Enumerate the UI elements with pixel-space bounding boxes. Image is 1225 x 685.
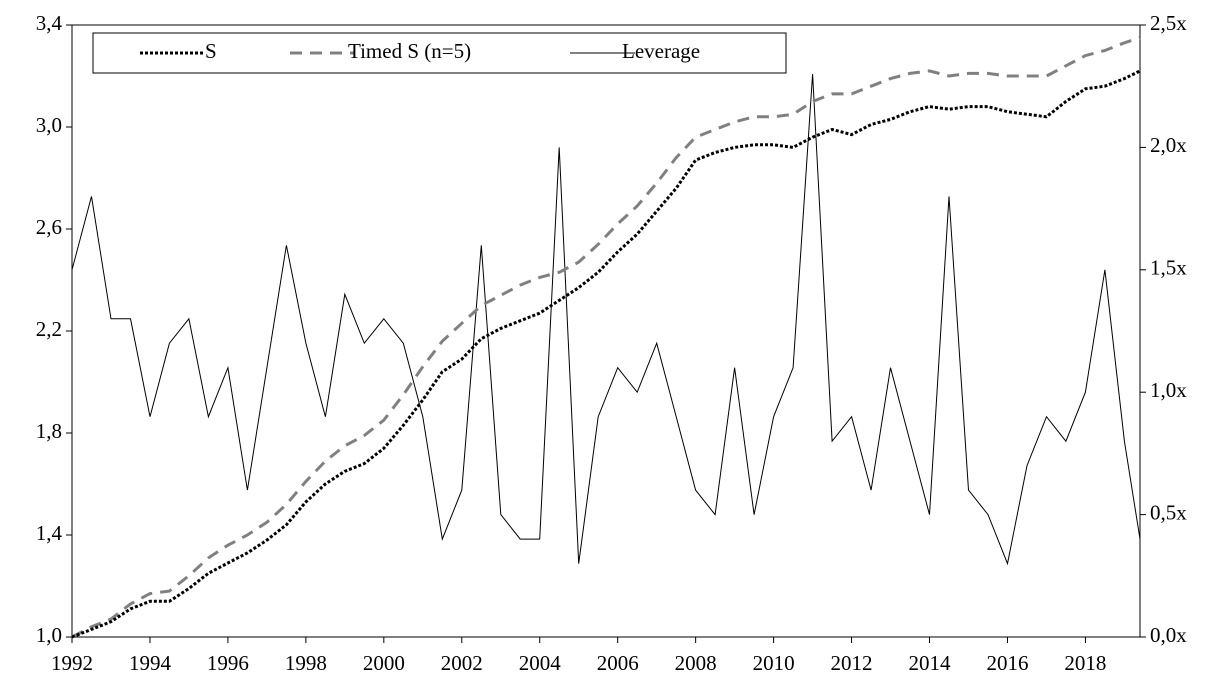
y2-tick-label: 1,5x	[1150, 256, 1187, 280]
series-line	[71, 73, 1141, 566]
y-tick-label: 3,4	[36, 11, 63, 35]
y-tick-label: 2,2	[36, 317, 62, 341]
x-tick-label: 2006	[597, 651, 639, 675]
x-tick-label: 2002	[441, 651, 483, 675]
legend-label: Leverage	[622, 39, 700, 63]
y-tick-label: 1,0	[36, 623, 62, 647]
x-tick-label: 2008	[675, 651, 717, 675]
x-tick-label: 2018	[1064, 651, 1106, 675]
plot-frame	[71, 24, 1141, 638]
legend-box	[92, 32, 787, 74]
legend-label: Timed S (n=5)	[348, 39, 471, 63]
y2-tick-label: 0,5x	[1150, 500, 1187, 524]
legend-label: S	[205, 39, 217, 63]
y2-tick-label: 0,0x	[1150, 623, 1187, 647]
x-tick-label: 2014	[909, 651, 952, 675]
y-tick-label: 1,4	[36, 521, 63, 545]
x-tick-label: 1996	[207, 651, 249, 675]
x-tick-label: 2000	[363, 651, 405, 675]
y-tick-label: 3,0	[36, 113, 62, 137]
x-tick-label: 2016	[986, 651, 1028, 675]
x-tick-label: 1992	[51, 651, 93, 675]
y-tick-label: 1,8	[36, 419, 62, 443]
x-tick-label: 1998	[285, 651, 327, 675]
y2-tick-label: 1,0x	[1150, 378, 1187, 402]
y2-tick-label: 2,0x	[1150, 133, 1187, 157]
y-tick-label: 2,6	[36, 215, 62, 239]
x-tick-label: 2004	[519, 651, 562, 675]
x-tick-label: 2010	[753, 651, 795, 675]
y2-tick-label: 2,5x	[1150, 11, 1187, 35]
series-line	[71, 36, 1141, 639]
x-tick-label: 2012	[831, 651, 873, 675]
x-tick-label: 1994	[129, 651, 172, 675]
series-line	[71, 69, 1141, 639]
